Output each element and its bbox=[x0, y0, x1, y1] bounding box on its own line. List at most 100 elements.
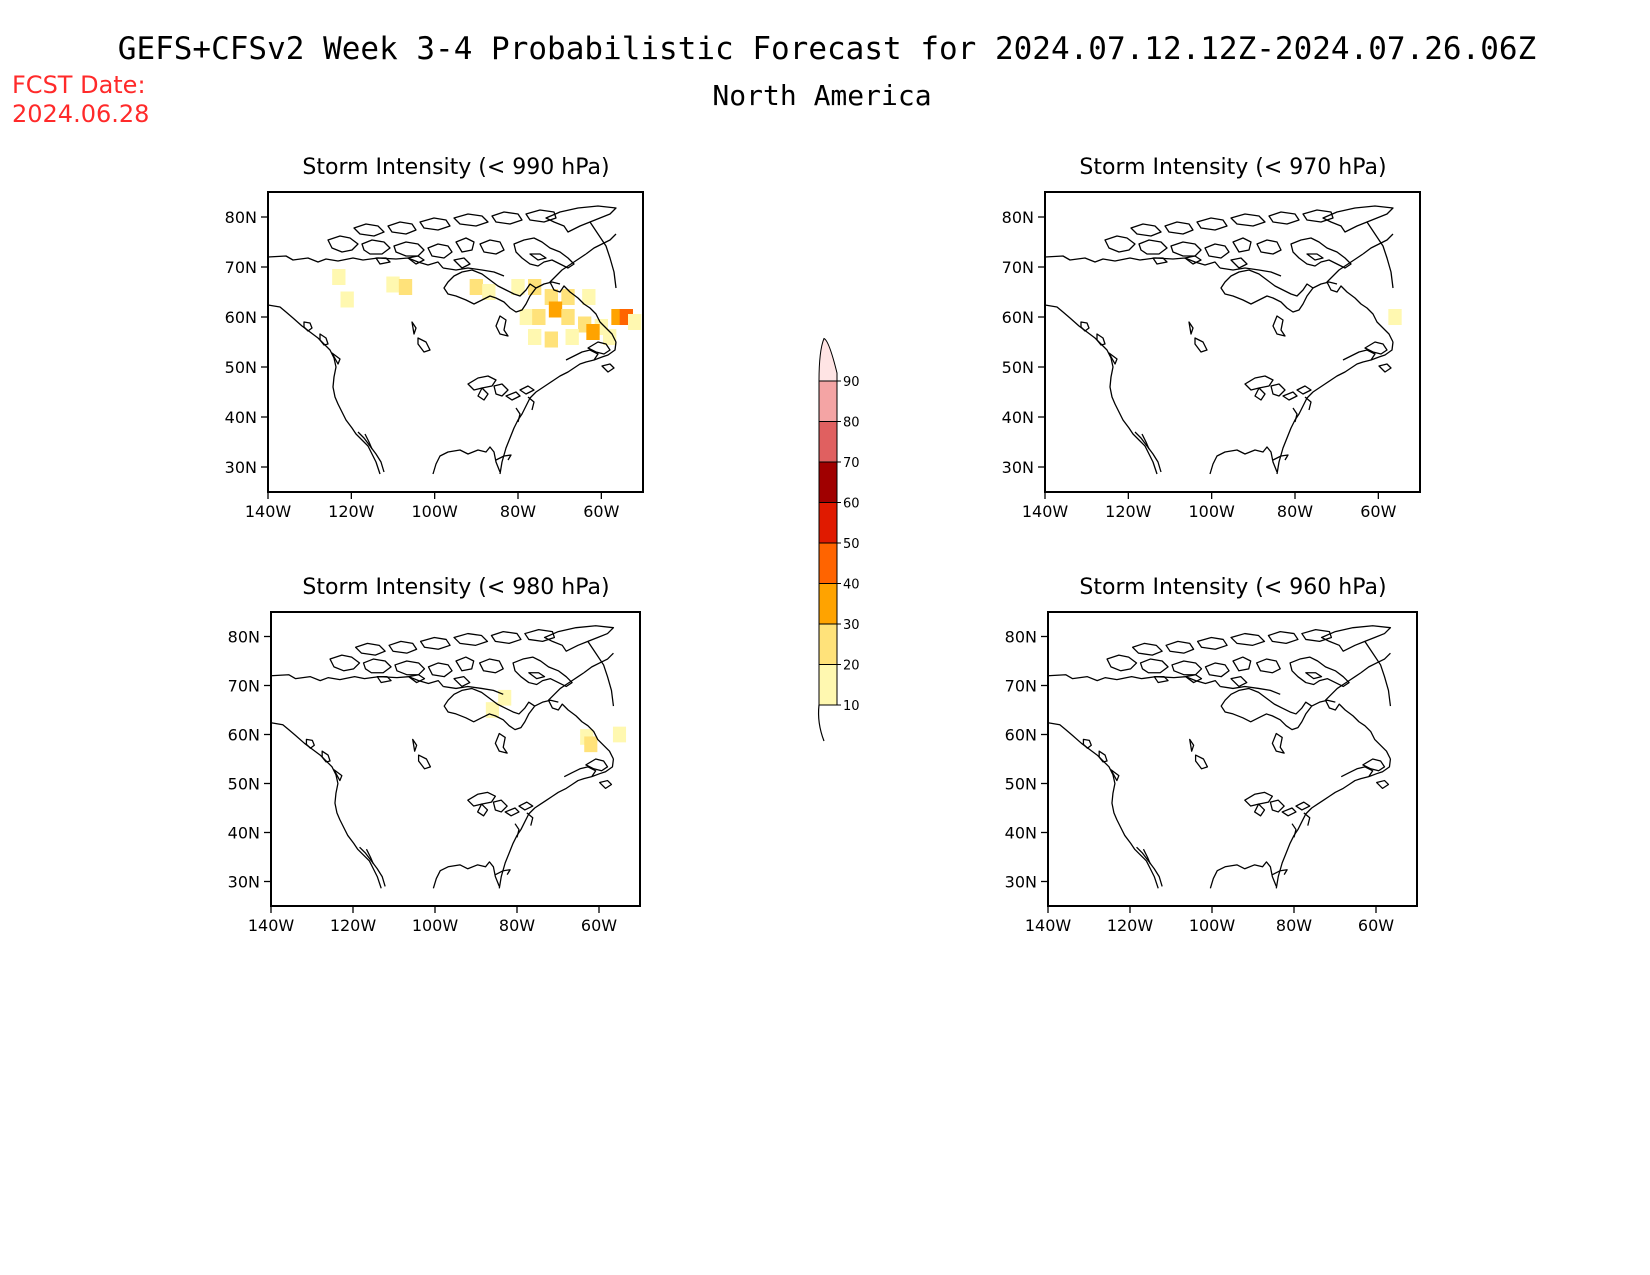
colorbar-top-cap bbox=[818, 337, 838, 382]
probability-cell bbox=[332, 269, 346, 285]
panel-title: Storm Intensity (< 990 hPa) bbox=[302, 155, 609, 180]
panel-title: Storm Intensity (< 970 hPa) bbox=[1079, 155, 1386, 180]
lon-tick-label: 60W bbox=[583, 502, 619, 521]
coastline bbox=[1044, 205, 1394, 475]
probability-cell bbox=[519, 309, 533, 325]
map-panel-970: Storm Intensity (< 970 hPa) 80N 70N 60N 50N… bbox=[1002, 155, 1421, 521]
lon-tick-label: 60W bbox=[1358, 916, 1394, 935]
lat-tick-label: 30N bbox=[1005, 873, 1037, 892]
probability-cell bbox=[532, 309, 546, 325]
probability-cell bbox=[565, 329, 579, 345]
lat-tick-label: 50N bbox=[1005, 775, 1037, 794]
lon-tick-label: 80W bbox=[1276, 916, 1312, 935]
lat-tick-label: 30N bbox=[228, 873, 260, 892]
colorbar-swatch bbox=[818, 380, 838, 422]
lon-tick-label: 140W bbox=[1022, 502, 1069, 521]
lat-tick-label: 80N bbox=[1005, 628, 1037, 647]
probability-cell bbox=[628, 314, 642, 330]
map-frame bbox=[1044, 191, 1421, 493]
colorbar-swatch bbox=[818, 623, 838, 665]
map-panel-980: Storm Intensity (< 980 hPa) 80N 70N 60N 50N… bbox=[228, 575, 641, 935]
lat-tick-label: 30N bbox=[1002, 458, 1034, 477]
panel-title: Storm Intensity (< 960 hPa) bbox=[1079, 575, 1386, 600]
lat-tick-label: 50N bbox=[225, 358, 257, 377]
probability-cell bbox=[398, 279, 413, 295]
figure-subtitle: North America bbox=[712, 79, 931, 112]
figure-title: GEFS+CFSv2 Week 3-4 Probabilistic Foreca… bbox=[118, 31, 1536, 67]
lat-tick-label: 40N bbox=[1002, 408, 1034, 427]
lon-tick-label: 60W bbox=[1360, 502, 1396, 521]
lat-tick-label: 60N bbox=[1005, 726, 1037, 745]
lat-tick-label: 80N bbox=[228, 628, 260, 647]
colorbar-bottom-cap bbox=[817, 704, 825, 742]
lon-tick-label: 80W bbox=[1277, 502, 1313, 521]
lon-tick-label: 100W bbox=[1188, 502, 1235, 521]
colorbar-label: 60 bbox=[843, 497, 860, 512]
lon-tick-label: 120W bbox=[1107, 916, 1154, 935]
probability-cells bbox=[1388, 309, 1402, 325]
probability-cell bbox=[582, 289, 596, 305]
lat-tick-label: 40N bbox=[1005, 824, 1037, 843]
panel-title: Storm Intensity (< 980 hPa) bbox=[302, 575, 609, 600]
map-frame bbox=[1047, 611, 1418, 907]
lon-tick-label: 80W bbox=[499, 916, 535, 935]
colorbar-label: 70 bbox=[843, 456, 860, 471]
probability-cell bbox=[561, 309, 575, 325]
map-panel-990: Storm Intensity (< 990 hPa) 80N 70N 60N 50N… bbox=[225, 155, 644, 521]
lon-tick-label: 100W bbox=[412, 916, 459, 935]
lat-tick-label: 80N bbox=[1002, 208, 1034, 227]
probability-cell bbox=[386, 276, 400, 293]
colorbar-swatch bbox=[818, 542, 838, 584]
probability-cell bbox=[548, 301, 563, 318]
probability-cell bbox=[511, 279, 525, 295]
probability-cells bbox=[485, 689, 627, 753]
colorbar-label: 20 bbox=[843, 659, 860, 674]
probability-cell bbox=[469, 279, 483, 295]
lon-tick-label: 60W bbox=[581, 916, 617, 935]
lon-tick-label: 120W bbox=[1105, 502, 1152, 521]
lat-tick-label: 40N bbox=[228, 824, 260, 843]
fcst-date-value: 2024.06.28 bbox=[12, 100, 149, 128]
probability-cell bbox=[340, 291, 354, 308]
lat-tick-label: 60N bbox=[225, 308, 257, 327]
probability-cell bbox=[544, 289, 558, 305]
probability-cell bbox=[612, 726, 627, 743]
colorbar-swatch bbox=[818, 421, 838, 463]
lat-tick-label: 60N bbox=[228, 726, 260, 745]
colorbar-swatch bbox=[818, 502, 838, 544]
colorbar-swatch bbox=[818, 461, 838, 503]
colorbar-label: 10 bbox=[843, 699, 860, 714]
colorbar-label: 50 bbox=[843, 537, 860, 552]
probability-cell bbox=[586, 324, 600, 340]
fcst-date-label: FCST Date: bbox=[12, 71, 146, 99]
lat-tick-label: 80N bbox=[225, 208, 257, 227]
map-frame bbox=[267, 191, 644, 493]
lat-tick-label: 70N bbox=[228, 677, 260, 696]
lat-tick-label: 70N bbox=[225, 258, 257, 277]
lat-tick-label: 40N bbox=[225, 408, 257, 427]
color-bar: 10 20 30 40 50 60 70 80 90 bbox=[817, 337, 860, 742]
colorbar-label: 80 bbox=[843, 416, 860, 431]
coastline bbox=[1047, 625, 1392, 889]
lon-tick-label: 140W bbox=[248, 916, 295, 935]
coastline bbox=[270, 625, 615, 889]
probability-cells bbox=[332, 269, 642, 348]
probability-cell bbox=[1388, 309, 1402, 325]
lon-tick-label: 80W bbox=[500, 502, 536, 521]
lat-tick-label: 70N bbox=[1005, 677, 1037, 696]
colorbar-label: 30 bbox=[843, 618, 860, 633]
probability-cell bbox=[528, 329, 542, 345]
colorbar-label: 40 bbox=[843, 578, 860, 593]
lon-tick-label: 120W bbox=[330, 916, 377, 935]
lon-tick-label: 120W bbox=[328, 502, 375, 521]
lat-tick-label: 70N bbox=[1002, 258, 1034, 277]
colorbar-label: 90 bbox=[843, 375, 860, 390]
colorbar-swatch bbox=[818, 583, 838, 625]
colorbar-swatch bbox=[818, 664, 838, 706]
lon-tick-label: 100W bbox=[411, 502, 458, 521]
lon-tick-label: 140W bbox=[245, 502, 292, 521]
lon-tick-label: 140W bbox=[1025, 916, 1072, 935]
lat-tick-label: 30N bbox=[225, 458, 257, 477]
map-panel-960: Storm Intensity (< 960 hPa) 80N 70N 60N 50N… bbox=[1005, 575, 1418, 935]
